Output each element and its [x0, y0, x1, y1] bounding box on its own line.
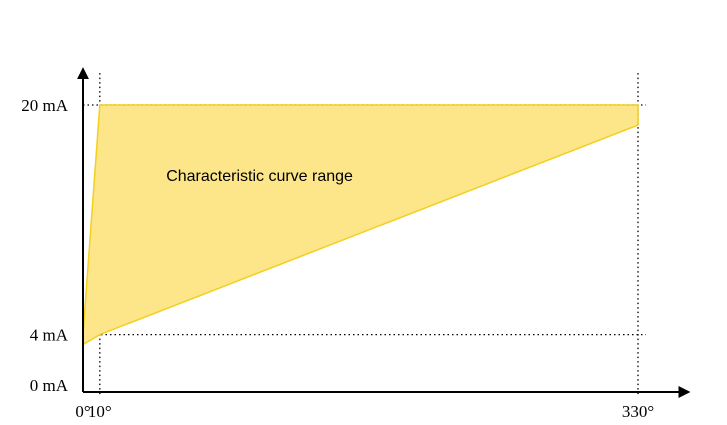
x-tick-label: 0°: [75, 402, 90, 421]
characteristic-range-area: [82, 104, 639, 346]
y-tick-label: 20 mA: [21, 96, 68, 115]
x-tick-label: 10°: [88, 402, 112, 421]
characteristic-range-annotation: Characteristic curve range: [166, 168, 353, 185]
x-tick-label: 330°: [622, 402, 654, 421]
y-tick-label: 0 mA: [30, 376, 69, 395]
y-tick-label: 4 mA: [30, 326, 69, 345]
